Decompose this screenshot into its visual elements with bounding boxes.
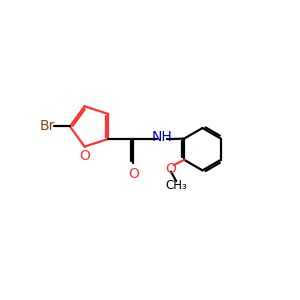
Text: Br: Br (40, 119, 55, 134)
Text: NH: NH (152, 130, 172, 143)
Text: O: O (79, 149, 90, 163)
Text: O: O (165, 162, 176, 176)
Text: O: O (128, 167, 139, 181)
Text: CH₃: CH₃ (165, 179, 187, 192)
